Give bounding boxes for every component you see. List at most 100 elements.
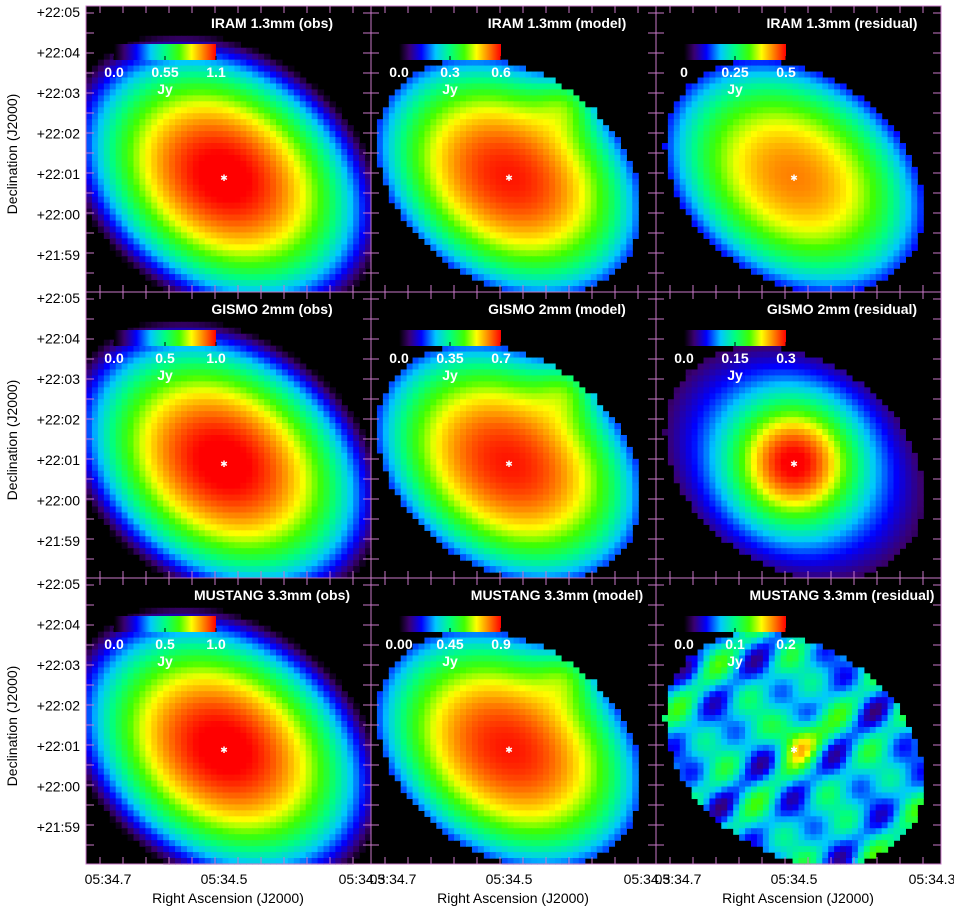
heatmap-cell: [514, 113, 521, 120]
heatmap-cell: [597, 203, 604, 210]
heatmap-cell: [419, 72, 426, 79]
heatmap-cell: [240, 268, 247, 275]
heatmap-cell: [496, 137, 503, 144]
heatmap-cell: [573, 221, 580, 228]
heatmap-cell: [709, 113, 716, 120]
heatmap-cell: [466, 125, 473, 132]
heatmap-cell: [151, 191, 158, 198]
heatmap-cell: [888, 256, 895, 263]
heatmap-cell: [430, 101, 437, 108]
heatmap-cell: [519, 268, 526, 275]
heatmap-cell: [353, 131, 360, 138]
heatmap-cell: [496, 262, 503, 269]
heatmap-cell: [151, 125, 158, 132]
heatmap-cell: [573, 226, 580, 233]
heatmap-cell: [205, 203, 212, 210]
heatmap-cell: [353, 215, 360, 222]
heatmap-cell: [822, 167, 829, 174]
heatmap-cell: [460, 191, 467, 198]
heatmap-cell: [335, 149, 342, 156]
heatmap-cell: [175, 113, 182, 120]
heatmap-cell: [603, 137, 610, 144]
heatmap-cell: [763, 101, 770, 108]
heatmap-cell: [312, 203, 319, 210]
heatmap-cell: [329, 250, 336, 257]
heatmap-cell: [781, 238, 788, 245]
heatmap-cell: [318, 119, 325, 126]
heatmap-cell: [514, 238, 521, 245]
heatmap-cell: [329, 131, 336, 138]
heatmap-cell: [543, 179, 550, 186]
heatmap-cell: [324, 381, 331, 388]
heatmap-cell: [686, 125, 693, 132]
heatmap-cell: [258, 60, 265, 67]
heatmap-cell: [579, 161, 586, 168]
heatmap-cell: [852, 268, 859, 275]
heatmap-cell: [537, 209, 544, 216]
heatmap-cell: [359, 167, 366, 174]
heatmap-cell: [294, 274, 301, 281]
heatmap-cell: [704, 232, 711, 239]
heatmap-cell: [193, 358, 200, 365]
heatmap-cell: [882, 119, 889, 126]
heatmap-cell: [519, 191, 526, 198]
heatmap-cell: [632, 209, 639, 216]
heatmap-cell: [359, 149, 366, 156]
heatmap-cell: [217, 185, 224, 192]
heatmap-cell: [894, 262, 901, 269]
heatmap-cell: [531, 179, 538, 186]
heatmap-cell: [739, 185, 746, 192]
heatmap-cell: [597, 125, 604, 132]
heatmap-cell: [585, 149, 592, 156]
heatmap-cell: [567, 137, 574, 144]
heatmap-cell: [139, 60, 146, 67]
heatmap-cell: [229, 42, 236, 49]
heatmap-cell: [793, 185, 800, 192]
heatmap-cell: [502, 155, 509, 162]
heatmap-cell: [733, 143, 740, 150]
heatmap-cell: [300, 179, 307, 186]
heatmap-cell: [472, 66, 479, 73]
heatmap-cell: [496, 149, 503, 156]
heatmap-cell: [424, 179, 431, 186]
heatmap-cell: [98, 101, 105, 108]
heatmap-cell: [86, 173, 93, 180]
heatmap-cell: [519, 113, 526, 120]
heatmap-cell: [721, 221, 728, 228]
heatmap-cell: [116, 131, 123, 138]
heatmap-cell: [169, 232, 176, 239]
heatmap-cell: [686, 143, 693, 150]
heatmap-cell: [211, 155, 218, 162]
heatmap-cell: [246, 137, 253, 144]
heatmap-cell: [490, 179, 497, 186]
heatmap-cell: [591, 149, 598, 156]
heatmap-cell: [205, 179, 212, 186]
heatmap-cell: [852, 137, 859, 144]
center-star-marker: ✱: [505, 173, 513, 183]
heatmap-cell: [870, 113, 877, 120]
heatmap-cell: [288, 232, 295, 239]
heatmap-cell: [246, 107, 253, 114]
heatmap-cell: [229, 66, 236, 73]
heatmap-cell: [246, 131, 253, 138]
heatmap-cell: [335, 268, 342, 275]
heatmap-cell: [858, 226, 865, 233]
heatmap-cell: [139, 221, 146, 228]
heatmap-cell: [128, 83, 135, 90]
heatmap-cell: [407, 179, 414, 186]
heatmap-cell: [508, 131, 515, 138]
heatmap-cell: [626, 250, 633, 257]
heatmap-cell: [852, 209, 859, 216]
heatmap-cell: [377, 125, 384, 132]
heatmap-cell: [294, 167, 301, 174]
heatmap-cell: [282, 250, 289, 257]
heatmap-cell: [911, 173, 918, 180]
heatmap-cell: [810, 238, 817, 245]
heatmap-cell: [294, 387, 301, 394]
heatmap-cell: [894, 173, 901, 180]
heatmap-cell: [187, 101, 194, 108]
heatmap-cell: [193, 83, 200, 90]
heatmap-cell: [781, 197, 788, 204]
heatmap-cell: [335, 113, 342, 120]
heatmap-cell: [834, 215, 841, 222]
